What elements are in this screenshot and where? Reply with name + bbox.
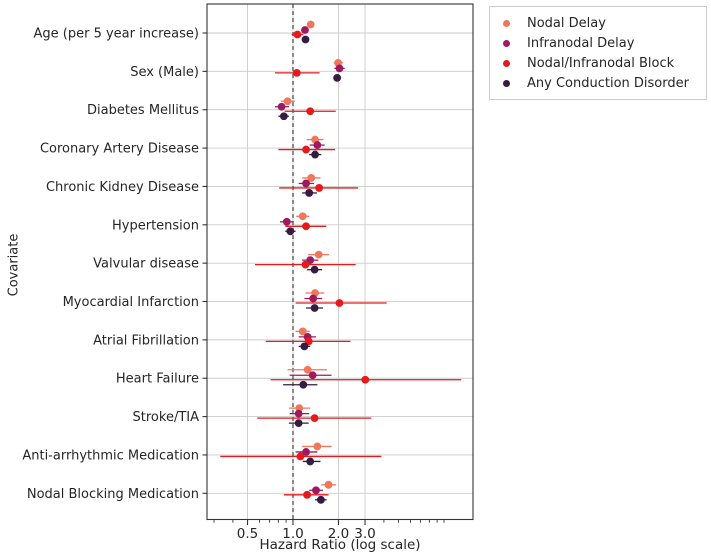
data-point: [294, 409, 303, 418]
data-point: [335, 64, 344, 73]
data-point: [333, 73, 342, 82]
y-tick-label: Nodal Blocking Medication: [27, 487, 199, 502]
y-tick-label: Hypertension: [112, 218, 199, 233]
data-point: [308, 371, 317, 380]
data-point: [313, 442, 322, 451]
data-point: [303, 490, 312, 499]
data-point: [311, 150, 319, 159]
legend-item: Nodal/Infranodal Block: [503, 55, 696, 72]
data-point: [314, 250, 323, 259]
legend-marker-dot-icon: [503, 79, 510, 87]
data-point: [301, 35, 310, 44]
data-point: [303, 365, 312, 374]
data-point: [279, 112, 288, 121]
data-point: [302, 222, 310, 231]
data-point: [286, 227, 295, 236]
data-point: [310, 265, 319, 274]
data-point: [307, 174, 316, 182]
legend-label: Any Conduction Disorder: [527, 75, 689, 91]
data-point: [298, 327, 307, 336]
data-point: [283, 97, 292, 106]
data-point: [315, 184, 324, 192]
y-tick-label: Stroke/TIA: [133, 410, 200, 425]
data-point: [292, 68, 301, 77]
data-point: [301, 26, 309, 34]
legend-marker-dot-icon: [503, 59, 510, 67]
data-point: [306, 107, 315, 116]
data-point: [282, 217, 291, 226]
legend: Nodal Delay Infranodal Delay Nodal/Infrano…: [489, 6, 707, 100]
data-point: [300, 342, 309, 351]
legend-item: Any Conduction Disorder: [503, 75, 696, 92]
data-point: [324, 480, 333, 489]
data-point: [302, 179, 310, 188]
y-tick-label: Atrial Fibrillation: [93, 333, 199, 348]
data-point: [310, 414, 319, 422]
x-axis-title: Hazard Ratio (log scale): [259, 537, 421, 553]
y-tick-label: Valvular disease: [93, 257, 199, 272]
legend-item: Infranodal Delay: [503, 35, 696, 52]
x-tick-label: 0.5: [237, 526, 258, 542]
data-point: [302, 448, 310, 456]
y-tick-label: Coronary Artery Disease: [40, 142, 199, 157]
y-tick-label: Diabetes Mellitus: [87, 103, 199, 118]
data-point: [306, 20, 315, 29]
data-point: [361, 375, 370, 384]
data-point: [309, 294, 318, 303]
plot-border: [206, 3, 474, 521]
x-tick-label: 2.0: [328, 526, 349, 542]
y-tick-label: Myocardial Infarction: [63, 295, 199, 310]
x-tick-label: 3.0: [354, 526, 375, 542]
x-tick-label: 1.0: [282, 526, 303, 542]
legend-item: Nodal Delay: [503, 15, 696, 32]
y-tick-label: Age (per 5 year increase): [34, 27, 199, 42]
y-tick-label: Chronic Kidney Disease: [46, 180, 199, 195]
data-point: [277, 102, 286, 111]
y-tick-label: Heart Failure: [116, 372, 199, 387]
data-point: [296, 452, 305, 461]
legend-marker-dot-icon: [503, 19, 510, 27]
data-point: [293, 30, 302, 39]
y-tick-label: Anti-arrhythmic Medication: [22, 448, 199, 463]
data-point: [302, 145, 310, 154]
y-axis-title: Covariate: [6, 233, 22, 297]
legend-label: Nodal/Infranodal Block: [527, 55, 675, 71]
data-point: [313, 141, 322, 149]
legend-label: Infranodal Delay: [527, 35, 635, 51]
data-point: [306, 457, 315, 466]
data-point: [305, 189, 314, 197]
y-tick-label: Sex (Male): [130, 65, 199, 80]
data-point: [298, 212, 307, 221]
data-point: [299, 380, 308, 389]
data-point: [335, 299, 344, 307]
legend-label: Nodal Delay: [527, 15, 606, 31]
data-point: [294, 419, 303, 427]
data-point: [316, 495, 325, 504]
data-point: [310, 304, 319, 312]
data-point: [312, 486, 320, 495]
data-point: [301, 260, 310, 269]
legend-marker-dot-icon: [503, 39, 510, 47]
